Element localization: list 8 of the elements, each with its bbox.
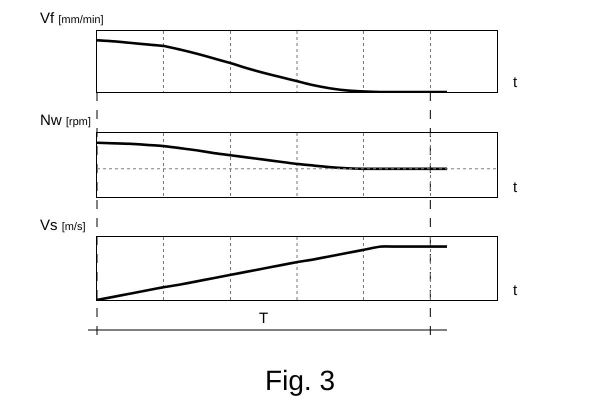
caption: Fig. 3 (265, 365, 336, 396)
y-axis-title: Nw [rpm] (40, 112, 91, 129)
text: T (259, 310, 268, 327)
y-axis-title: Vf [mm/min] (40, 10, 104, 27)
x-axis-title: t (513, 282, 518, 299)
x-axis-title: t (513, 74, 518, 91)
x-axis-title: t (513, 179, 518, 196)
y-axis-title: Vs [m/s] (40, 217, 86, 234)
